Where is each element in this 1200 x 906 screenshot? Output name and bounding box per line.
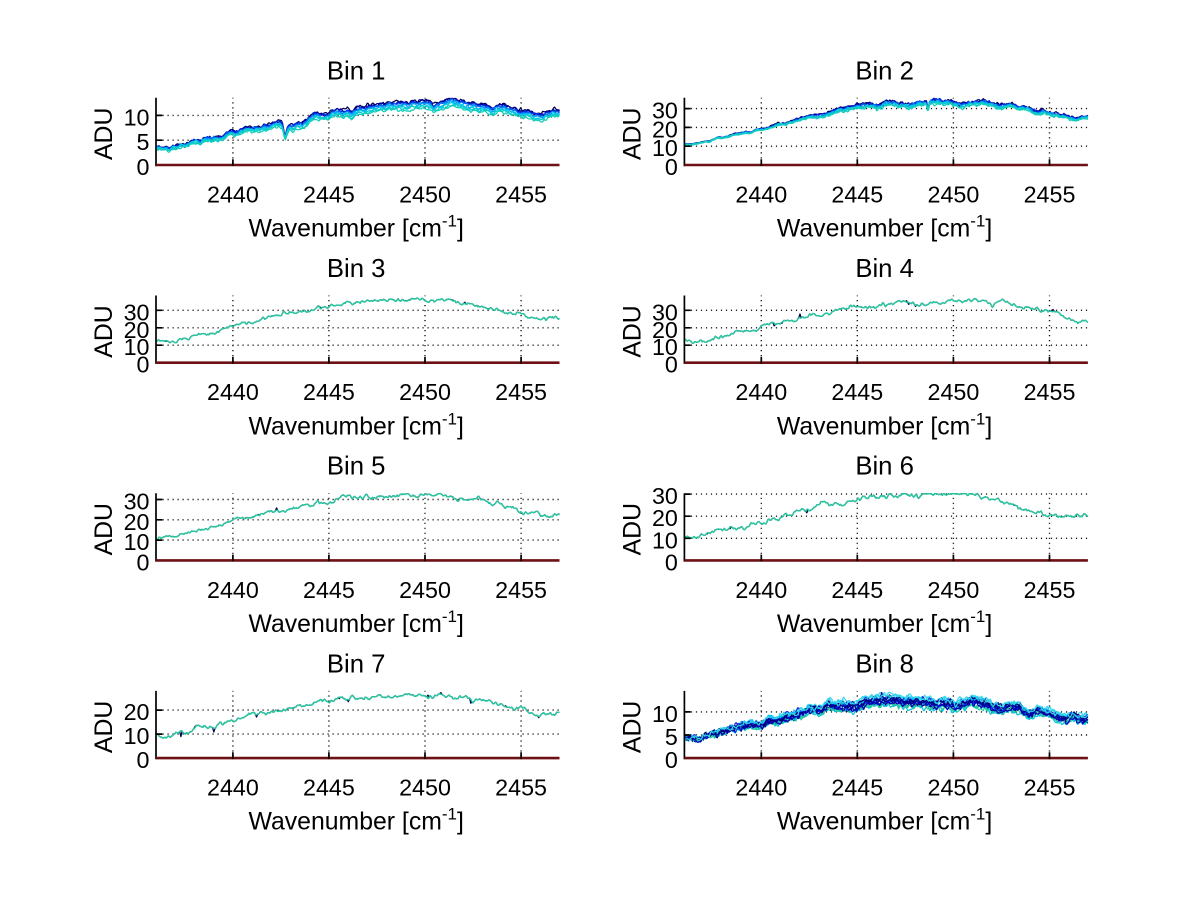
svg-text:2445: 2445 [303, 181, 355, 207]
svg-text:Wavenumber [cm-1]: Wavenumber [cm-1] [777, 607, 992, 638]
svg-text:5: 5 [137, 129, 150, 155]
svg-text:Bin 3: Bin 3 [327, 255, 386, 283]
svg-text:Bin 2: Bin 2 [855, 57, 914, 85]
svg-text:Wavenumber [cm-1]: Wavenumber [cm-1] [777, 409, 992, 440]
svg-text:20: 20 [652, 505, 678, 531]
svg-text:2455: 2455 [1024, 577, 1076, 603]
svg-text:5: 5 [665, 724, 678, 750]
svg-text:Bin 6: Bin 6 [855, 453, 914, 481]
svg-text:20: 20 [124, 509, 150, 535]
svg-text:0: 0 [137, 747, 150, 773]
svg-text:0: 0 [137, 154, 150, 180]
svg-text:2440: 2440 [207, 181, 259, 207]
svg-text:ADU: ADU [619, 108, 646, 160]
svg-text:Wavenumber [cm-1]: Wavenumber [cm-1] [249, 805, 464, 836]
svg-text:ADU: ADU [91, 108, 118, 160]
svg-text:ADU: ADU [619, 701, 646, 753]
svg-text:2440: 2440 [207, 775, 259, 801]
svg-text:0: 0 [137, 549, 150, 575]
svg-text:0: 0 [665, 352, 678, 378]
svg-text:Wavenumber [cm-1]: Wavenumber [cm-1] [777, 212, 992, 243]
svg-text:ADU: ADU [91, 503, 118, 555]
svg-text:10: 10 [652, 135, 678, 161]
svg-text:10: 10 [652, 527, 678, 553]
svg-text:2450: 2450 [399, 379, 451, 405]
svg-text:2455: 2455 [1024, 181, 1076, 207]
svg-text:30: 30 [124, 299, 150, 325]
svg-text:2450: 2450 [927, 379, 979, 405]
svg-text:10: 10 [124, 104, 150, 130]
svg-text:2455: 2455 [495, 577, 547, 603]
svg-text:10: 10 [652, 701, 678, 727]
svg-text:20: 20 [652, 116, 678, 142]
svg-text:ADU: ADU [619, 305, 646, 357]
svg-text:2455: 2455 [495, 775, 547, 801]
svg-text:Bin 7: Bin 7 [327, 650, 386, 678]
svg-text:Bin 4: Bin 4 [855, 255, 914, 283]
svg-text:10: 10 [124, 334, 150, 360]
svg-text:Bin 5: Bin 5 [327, 453, 386, 481]
svg-text:Wavenumber [cm-1]: Wavenumber [cm-1] [249, 607, 464, 638]
svg-text:2455: 2455 [1024, 379, 1076, 405]
svg-text:2450: 2450 [927, 181, 979, 207]
svg-text:2450: 2450 [399, 181, 451, 207]
svg-text:2445: 2445 [831, 379, 883, 405]
svg-text:30: 30 [652, 98, 678, 124]
svg-text:2440: 2440 [207, 379, 259, 405]
svg-text:2440: 2440 [735, 379, 787, 405]
svg-text:10: 10 [652, 334, 678, 360]
svg-text:30: 30 [652, 483, 678, 509]
svg-text:Wavenumber [cm-1]: Wavenumber [cm-1] [249, 212, 464, 243]
svg-text:ADU: ADU [91, 701, 118, 753]
svg-text:20: 20 [124, 317, 150, 343]
svg-text:2455: 2455 [1024, 775, 1076, 801]
svg-text:2445: 2445 [831, 775, 883, 801]
svg-text:30: 30 [652, 299, 678, 325]
svg-text:2445: 2445 [831, 181, 883, 207]
svg-text:Wavenumber [cm-1]: Wavenumber [cm-1] [777, 805, 992, 836]
svg-text:10: 10 [124, 529, 150, 555]
svg-text:ADU: ADU [91, 305, 118, 357]
svg-text:0: 0 [665, 747, 678, 773]
svg-text:2445: 2445 [303, 775, 355, 801]
svg-text:2440: 2440 [735, 577, 787, 603]
svg-text:20: 20 [124, 699, 150, 725]
svg-text:2450: 2450 [927, 577, 979, 603]
svg-text:2445: 2445 [303, 577, 355, 603]
svg-text:2440: 2440 [735, 775, 787, 801]
svg-text:30: 30 [124, 489, 150, 515]
svg-text:Wavenumber [cm-1]: Wavenumber [cm-1] [249, 409, 464, 440]
svg-text:2450: 2450 [399, 775, 451, 801]
svg-text:Bin 1: Bin 1 [327, 57, 386, 85]
svg-text:2450: 2450 [927, 775, 979, 801]
svg-text:2455: 2455 [495, 379, 547, 405]
svg-text:2455: 2455 [495, 181, 547, 207]
svg-text:Bin 8: Bin 8 [855, 650, 914, 678]
svg-text:2445: 2445 [831, 577, 883, 603]
svg-text:0: 0 [137, 352, 150, 378]
svg-text:10: 10 [124, 723, 150, 749]
svg-text:0: 0 [665, 154, 678, 180]
svg-text:2450: 2450 [399, 577, 451, 603]
svg-text:2440: 2440 [207, 577, 259, 603]
svg-text:2445: 2445 [303, 379, 355, 405]
svg-text:20: 20 [652, 317, 678, 343]
svg-text:ADU: ADU [619, 503, 646, 555]
svg-text:0: 0 [665, 549, 678, 575]
svg-text:2440: 2440 [735, 181, 787, 207]
